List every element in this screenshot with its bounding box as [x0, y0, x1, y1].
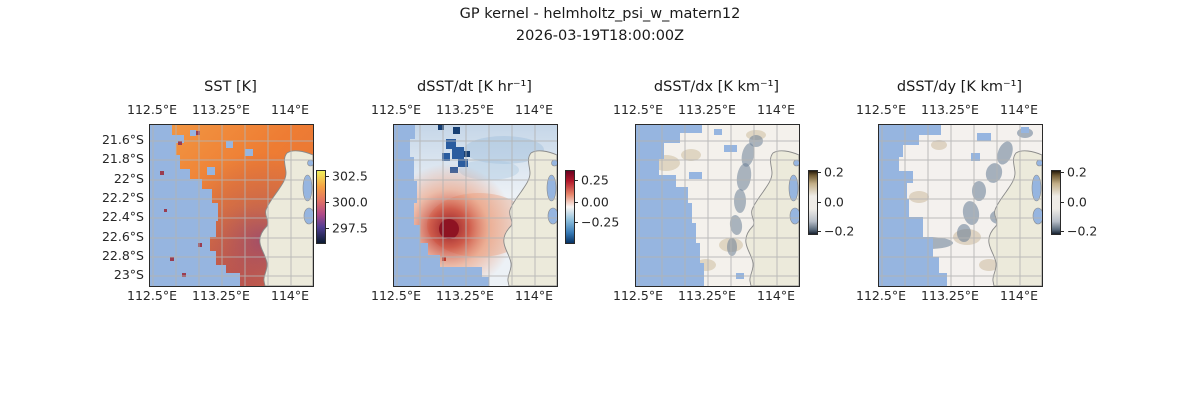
xtick-top: 112.5°E — [613, 102, 663, 117]
map-sst — [149, 124, 314, 287]
colorbar-tick — [817, 231, 821, 232]
colorbar-tick — [1060, 172, 1064, 173]
xtick-bottom: 113.25°E — [436, 288, 494, 303]
xtick-bottom: 112.5°E — [371, 288, 421, 303]
xtick-top: 114°E — [756, 102, 796, 117]
figure-subtitle: 2026-03-19T18:00:00Z — [515, 28, 685, 44]
xtick-top: 113.25°E — [678, 102, 736, 117]
xtick-bottom: 114°E — [756, 288, 796, 303]
colorbar-tick-label: 0.00 — [581, 194, 609, 210]
colorbar-tick-label: 0.2 — [824, 164, 844, 180]
xtick-top: 113.25°E — [192, 102, 250, 117]
xtick-bottom: 113.25°E — [678, 288, 736, 303]
colorbar-tick-label: 300.0 — [332, 194, 368, 210]
ytick: 21.8°S — [101, 151, 144, 166]
xtick-bottom: 112.5°E — [856, 288, 906, 303]
colorbar-tick-label: 302.5 — [332, 168, 368, 184]
xtick-bottom: 112.5°E — [613, 288, 663, 303]
xtick-bottom: 113.25°E — [192, 288, 250, 303]
colorbar-tick — [574, 180, 578, 181]
colorbar-tick — [574, 202, 578, 203]
colorbar-tick-label: −0.2 — [1067, 223, 1098, 239]
map-dsst-dy — [878, 124, 1043, 287]
ytick: 22.8°S — [101, 248, 144, 263]
subplot-title-sst: SST [K] — [204, 79, 257, 95]
xtick-bottom: 114°E — [999, 288, 1039, 303]
xtick-top: 114°E — [514, 102, 554, 117]
ytick: 22.4°S — [101, 209, 144, 224]
xtick-top: 112.5°E — [371, 102, 421, 117]
map-dsst-dx — [635, 124, 800, 287]
xtick-bottom: 112.5°E — [127, 288, 177, 303]
colorbar-tick — [325, 176, 329, 177]
ytick: 21.6°S — [101, 132, 144, 147]
colorbar-tick-label: 0.2 — [1067, 164, 1087, 180]
colorbar-tick — [325, 228, 329, 229]
ytick: 23°S — [113, 267, 144, 282]
colorbar-dsst-dt — [565, 170, 575, 244]
colorbar-tick-label: −0.25 — [581, 214, 620, 230]
xtick-top: 113.25°E — [921, 102, 979, 117]
xtick-top: 114°E — [270, 102, 310, 117]
figure-title: GP kernel - helmholtz_psi_w_matern12 — [459, 6, 741, 22]
xtick-top: 113.25°E — [436, 102, 494, 117]
colorbar-sst — [316, 170, 326, 244]
subplot-title-dsst-dy: dSST/dy [K km⁻¹] — [896, 79, 1023, 95]
colorbar-tick — [325, 202, 329, 203]
ytick: 22°S — [113, 171, 144, 186]
colorbar-tick-label: 0.0 — [1067, 194, 1087, 210]
colorbar-tick — [1060, 231, 1064, 232]
xtick-bottom: 113.25°E — [921, 288, 979, 303]
xtick-top: 112.5°E — [856, 102, 906, 117]
map-dsst-dt — [393, 124, 558, 287]
xtick-bottom: 114°E — [270, 288, 310, 303]
colorbar-tick — [574, 222, 578, 223]
xtick-top: 112.5°E — [127, 102, 177, 117]
subplot-title-dsst-dt: dSST/dt [K hr⁻¹] — [417, 79, 532, 95]
ytick: 22.6°S — [101, 229, 144, 244]
subplot-title-dsst-dx: dSST/dx [K km⁻¹] — [653, 79, 780, 95]
ytick: 22.2°S — [101, 190, 144, 205]
colorbar-tick — [1060, 202, 1064, 203]
colorbar-tick-label: 0.25 — [581, 172, 609, 188]
colorbar-tick-label: −0.2 — [824, 223, 855, 239]
xtick-top: 114°E — [999, 102, 1039, 117]
colorbar-tick — [817, 202, 821, 203]
colorbar-tick-label: 297.5 — [332, 220, 368, 236]
colorbar-tick-label: 0.0 — [824, 194, 844, 210]
colorbar-tick — [817, 172, 821, 173]
xtick-bottom: 114°E — [514, 288, 554, 303]
